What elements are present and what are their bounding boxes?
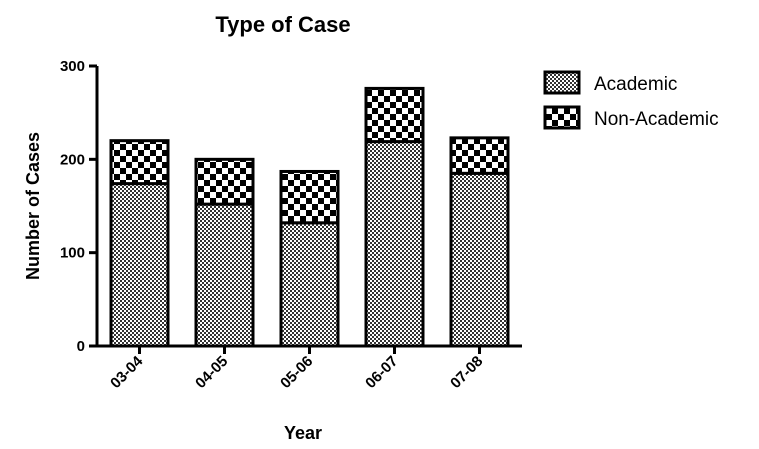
y-tick-label: 200 (60, 151, 85, 168)
chart-title: Type of Case (215, 12, 350, 37)
x-axis-label: Year (284, 423, 322, 443)
bar-non-academic (279, 169, 340, 225)
x-tick-label: 04-05 (192, 353, 231, 392)
y-axis-label: Number of Cases (23, 132, 43, 280)
bar-academic (194, 202, 255, 348)
bar-non-academic (364, 86, 425, 144)
bar-non-academic (109, 139, 170, 186)
bar-academic (449, 171, 510, 348)
x-tick-label: 03-04 (107, 352, 147, 392)
bar-academic (364, 140, 425, 348)
legend-swatch (543, 70, 581, 95)
bar-academic (109, 182, 170, 348)
legend-label: Academic (594, 74, 677, 95)
x-tick-label: 06-07 (362, 353, 401, 392)
y-axis: 0 100 200 300 (60, 58, 99, 355)
bar-non-academic (194, 157, 255, 206)
bar-academic (279, 221, 340, 348)
x-tick-label: 07-08 (447, 353, 486, 392)
x-axis: 03-04 04-05 05-06 06-07 07-08 (97, 344, 522, 392)
y-tick-label: 100 (60, 245, 85, 262)
y-tick-label: 0 (77, 338, 85, 355)
bar-non-academic (449, 136, 510, 175)
bars-group (109, 86, 510, 348)
legend-label: Non-Academic (594, 109, 719, 130)
x-tick-label: 05-06 (277, 353, 316, 392)
y-tick-label: 300 (60, 58, 85, 75)
legend: Academic Non-Academic (543, 70, 719, 130)
legend-swatch (543, 105, 581, 130)
